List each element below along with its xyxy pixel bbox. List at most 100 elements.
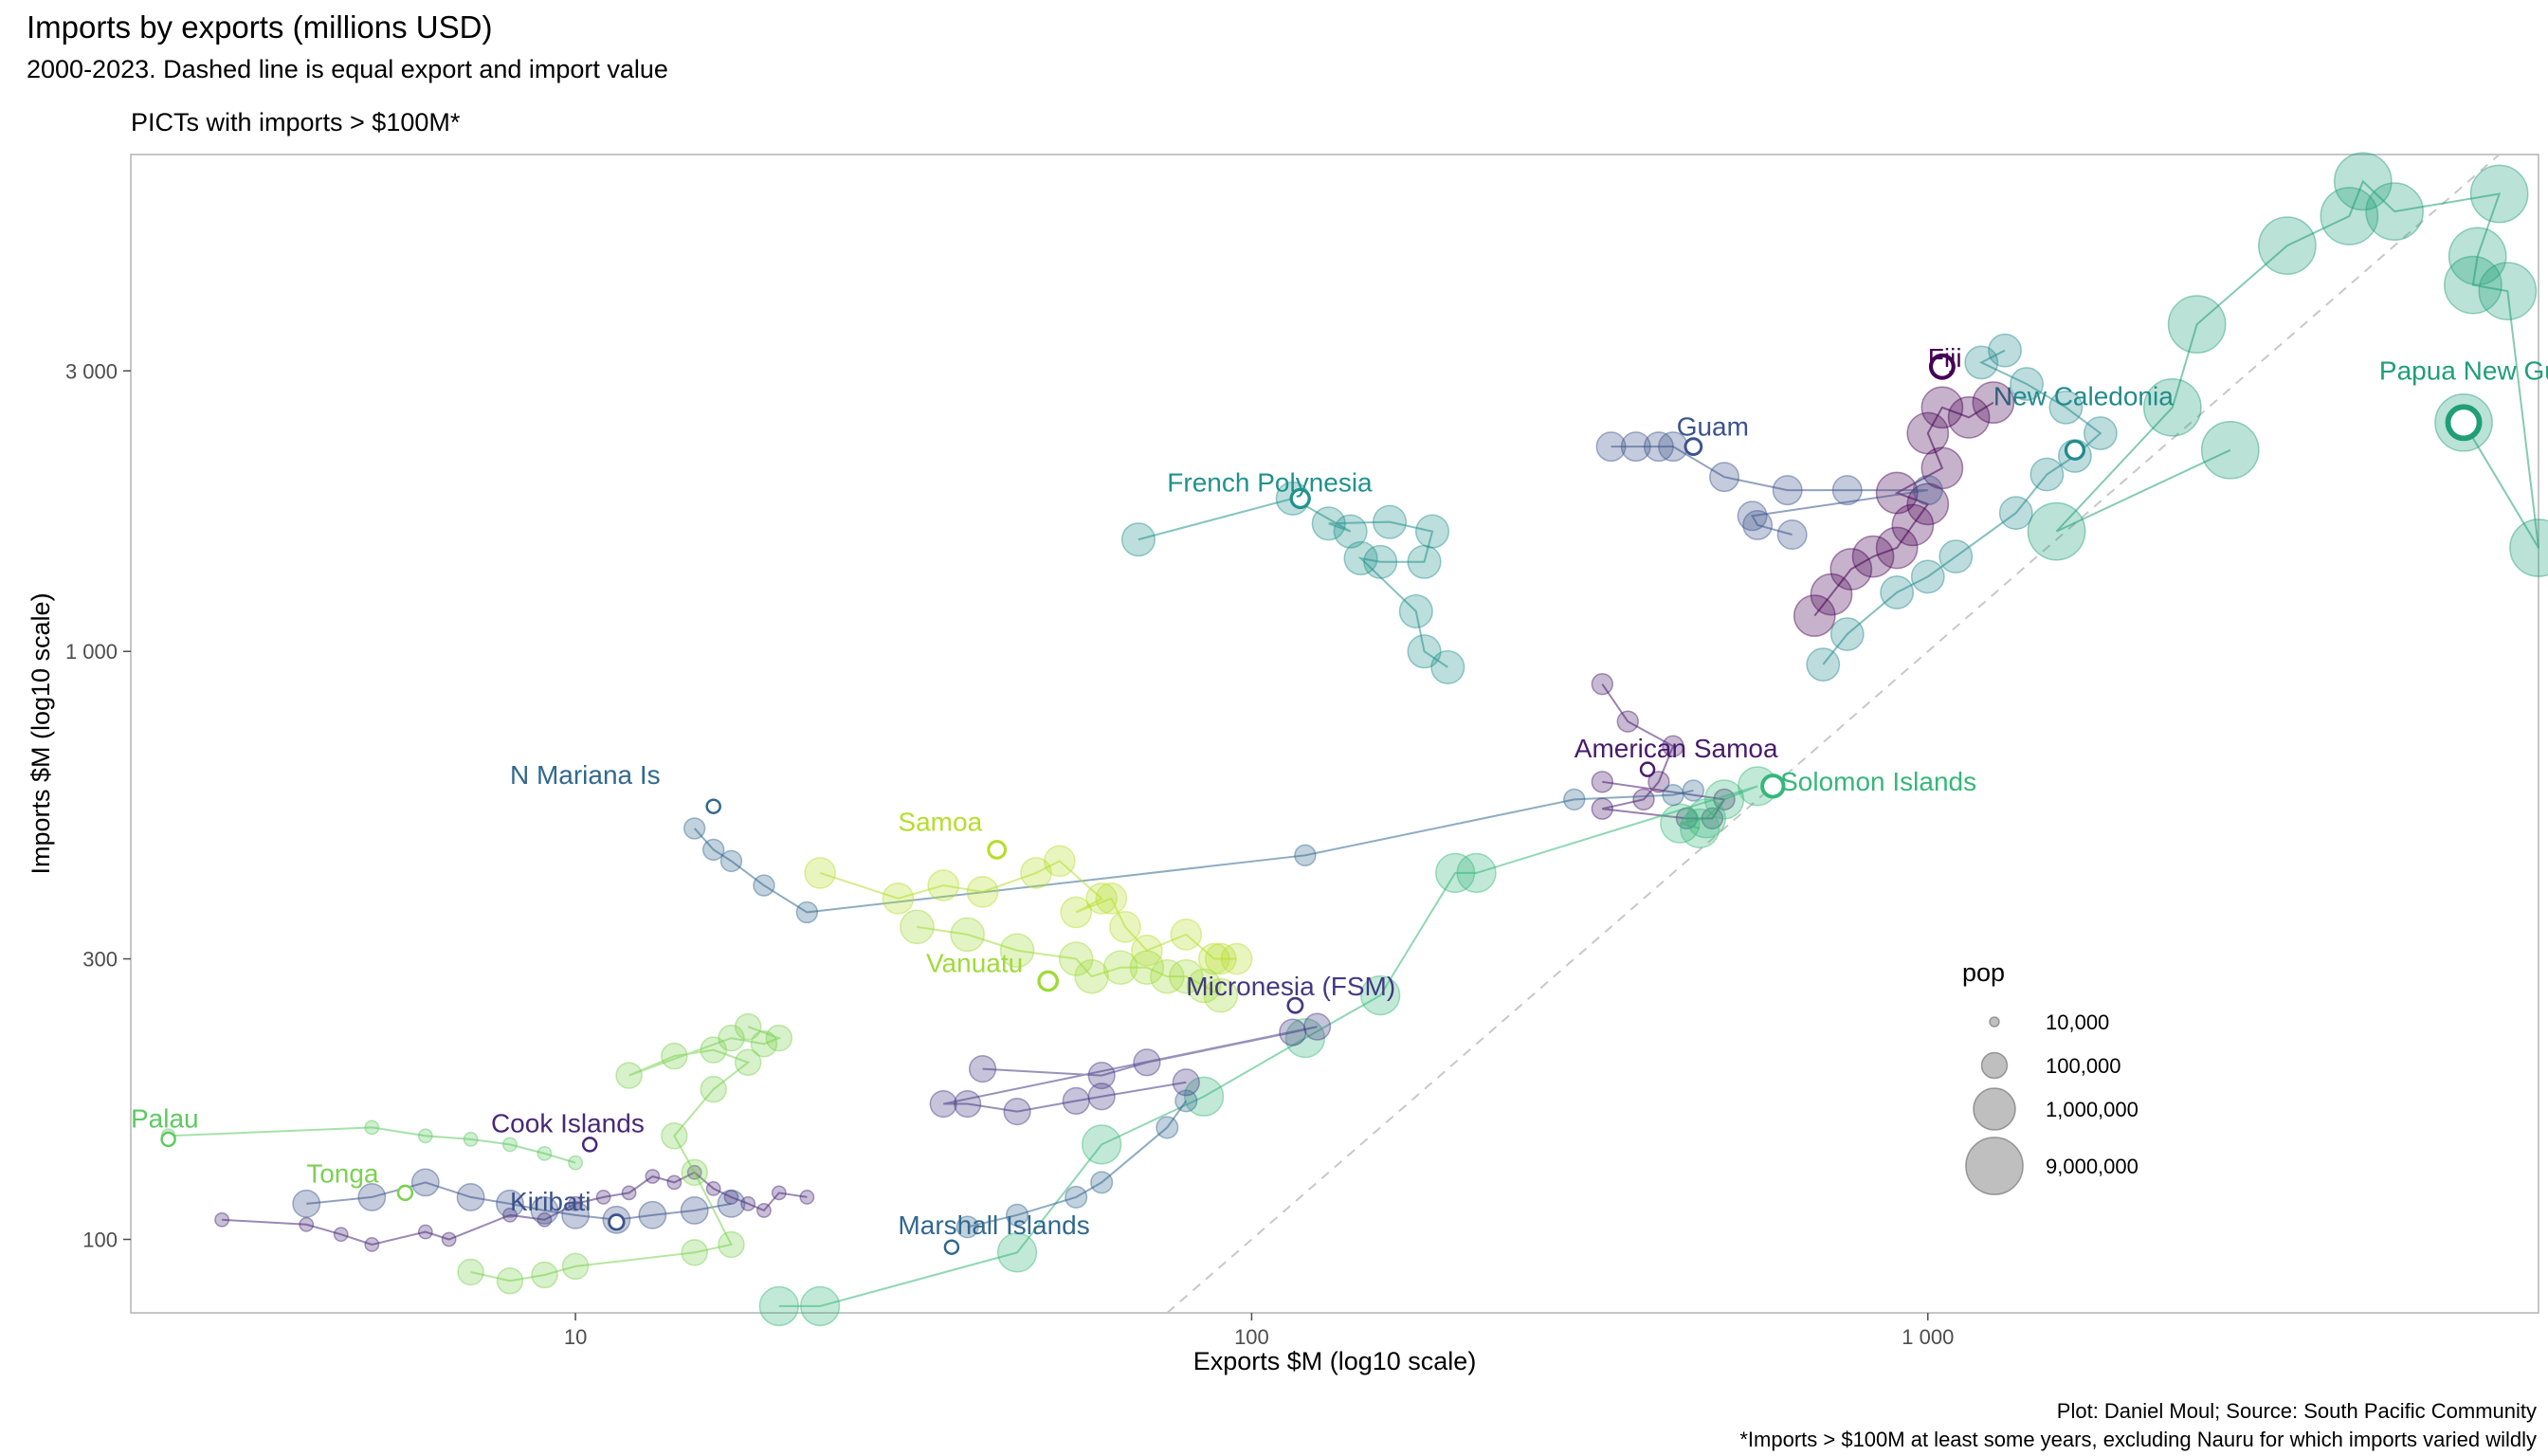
data-point xyxy=(1737,500,1768,532)
series-label: Tonga xyxy=(306,1158,379,1188)
data-point xyxy=(1643,431,1674,463)
data-point xyxy=(1198,942,1230,975)
data-point xyxy=(1168,958,1204,994)
data-point xyxy=(2167,295,2227,354)
series-path xyxy=(693,789,1694,914)
latest-point xyxy=(1760,774,1786,799)
latest-point xyxy=(1286,996,1304,1014)
series-path xyxy=(778,785,1758,1307)
data-point xyxy=(1006,1203,1029,1227)
data-point xyxy=(1102,950,1138,985)
data-point xyxy=(2469,164,2529,224)
data-point xyxy=(1829,548,1873,591)
data-point xyxy=(719,849,743,873)
data-point xyxy=(680,1196,709,1225)
data-point xyxy=(292,1189,321,1218)
data-point xyxy=(1074,958,1109,994)
data-point xyxy=(496,1267,524,1295)
data-point xyxy=(718,1024,745,1052)
latest-point xyxy=(1928,353,1956,380)
series-label: Samoa xyxy=(898,808,982,837)
data-point xyxy=(1172,1068,1200,1097)
series-label: Cook Islands xyxy=(491,1109,645,1138)
data-point xyxy=(927,869,960,901)
series-label: Marshall Islands xyxy=(898,1210,1089,1240)
data-point xyxy=(1372,504,1408,539)
series-marshall-islands: Marshall Islands xyxy=(898,1089,1198,1255)
data-point xyxy=(1131,934,1163,967)
data-point xyxy=(1709,462,1740,493)
series-layer: Papua New Guinea New Caledonia Fiji Guam Fre… xyxy=(131,152,2548,1327)
series-samoa: Samoa xyxy=(804,808,1253,975)
series-cook-islands: Cook Islands xyxy=(214,1109,815,1252)
data-point xyxy=(1085,883,1118,915)
data-point xyxy=(756,1203,772,1218)
data-point xyxy=(2333,152,2393,211)
data-point xyxy=(1742,509,1774,540)
data-point xyxy=(456,1182,485,1211)
series-solomon-islands: Solomon Islands xyxy=(758,766,1976,1327)
series-label: Kiribati xyxy=(510,1187,592,1216)
series-n-mariana-is: N Mariana Is xyxy=(510,760,1705,924)
series-label: Papua New Guinea xyxy=(2379,355,2548,385)
data-point xyxy=(333,1227,349,1243)
data-point xyxy=(638,1200,667,1229)
data-point xyxy=(1685,798,1727,839)
data-point xyxy=(1003,1097,1031,1126)
data-point xyxy=(1776,519,1808,550)
data-point xyxy=(999,933,1035,969)
data-point xyxy=(1880,575,1915,610)
series-french-polynesia: French Polynesia xyxy=(1120,468,1465,684)
data-point xyxy=(1647,771,1670,793)
data-point xyxy=(771,1185,787,1201)
data-point xyxy=(2509,519,2548,577)
latest-point xyxy=(705,798,721,814)
data-point xyxy=(1058,941,1094,976)
data-point xyxy=(531,1261,558,1289)
data-point xyxy=(956,1215,979,1239)
data-point xyxy=(441,1231,457,1247)
data-point xyxy=(1363,544,1398,579)
latest-point xyxy=(987,840,1008,860)
series-label: N Mariana Is xyxy=(510,760,661,790)
data-point xyxy=(1398,593,1433,628)
data-point xyxy=(734,1012,762,1041)
data-point xyxy=(1947,396,1991,439)
size-legend: pop 10,000 100,000 1,000,000 9,000,000 xyxy=(1962,958,2138,1195)
data-point xyxy=(661,1042,688,1070)
data-point xyxy=(1591,771,1614,793)
latest-point xyxy=(1289,487,1311,510)
data-point xyxy=(1044,845,1076,878)
data-point xyxy=(568,1195,584,1211)
data-point xyxy=(804,857,836,889)
data-point xyxy=(1988,333,2022,368)
data-point xyxy=(1090,1171,1114,1194)
data-point xyxy=(1333,514,1368,549)
data-point xyxy=(1906,411,1950,455)
facet-label: PICTs with imports > $100M* xyxy=(131,108,461,136)
data-point xyxy=(1456,852,1497,894)
series-label: Palau xyxy=(131,1103,199,1133)
series-tonga: Tonga xyxy=(306,1012,793,1295)
data-point xyxy=(299,1216,315,1232)
data-point xyxy=(1109,911,1141,943)
data-point xyxy=(1120,522,1156,557)
data-point xyxy=(1065,1185,1088,1209)
data-point xyxy=(1910,559,1945,594)
series-path xyxy=(1813,401,1994,617)
data-point xyxy=(1906,482,1950,526)
data-point xyxy=(1912,475,1943,506)
data-point xyxy=(1360,974,1401,1016)
series-fiji: Fiji xyxy=(1793,343,2015,637)
data-point xyxy=(1964,345,1999,380)
series-guam: Guam xyxy=(1595,411,1943,550)
data-point xyxy=(1662,735,1684,757)
series-path xyxy=(1611,446,1928,536)
data-point xyxy=(1414,514,1450,549)
data-point xyxy=(996,1232,1038,1273)
legend-key xyxy=(1965,1137,2024,1195)
data-point xyxy=(1680,808,1720,849)
data-point xyxy=(530,1196,559,1225)
data-point xyxy=(537,1145,553,1161)
data-point xyxy=(1407,634,1442,669)
